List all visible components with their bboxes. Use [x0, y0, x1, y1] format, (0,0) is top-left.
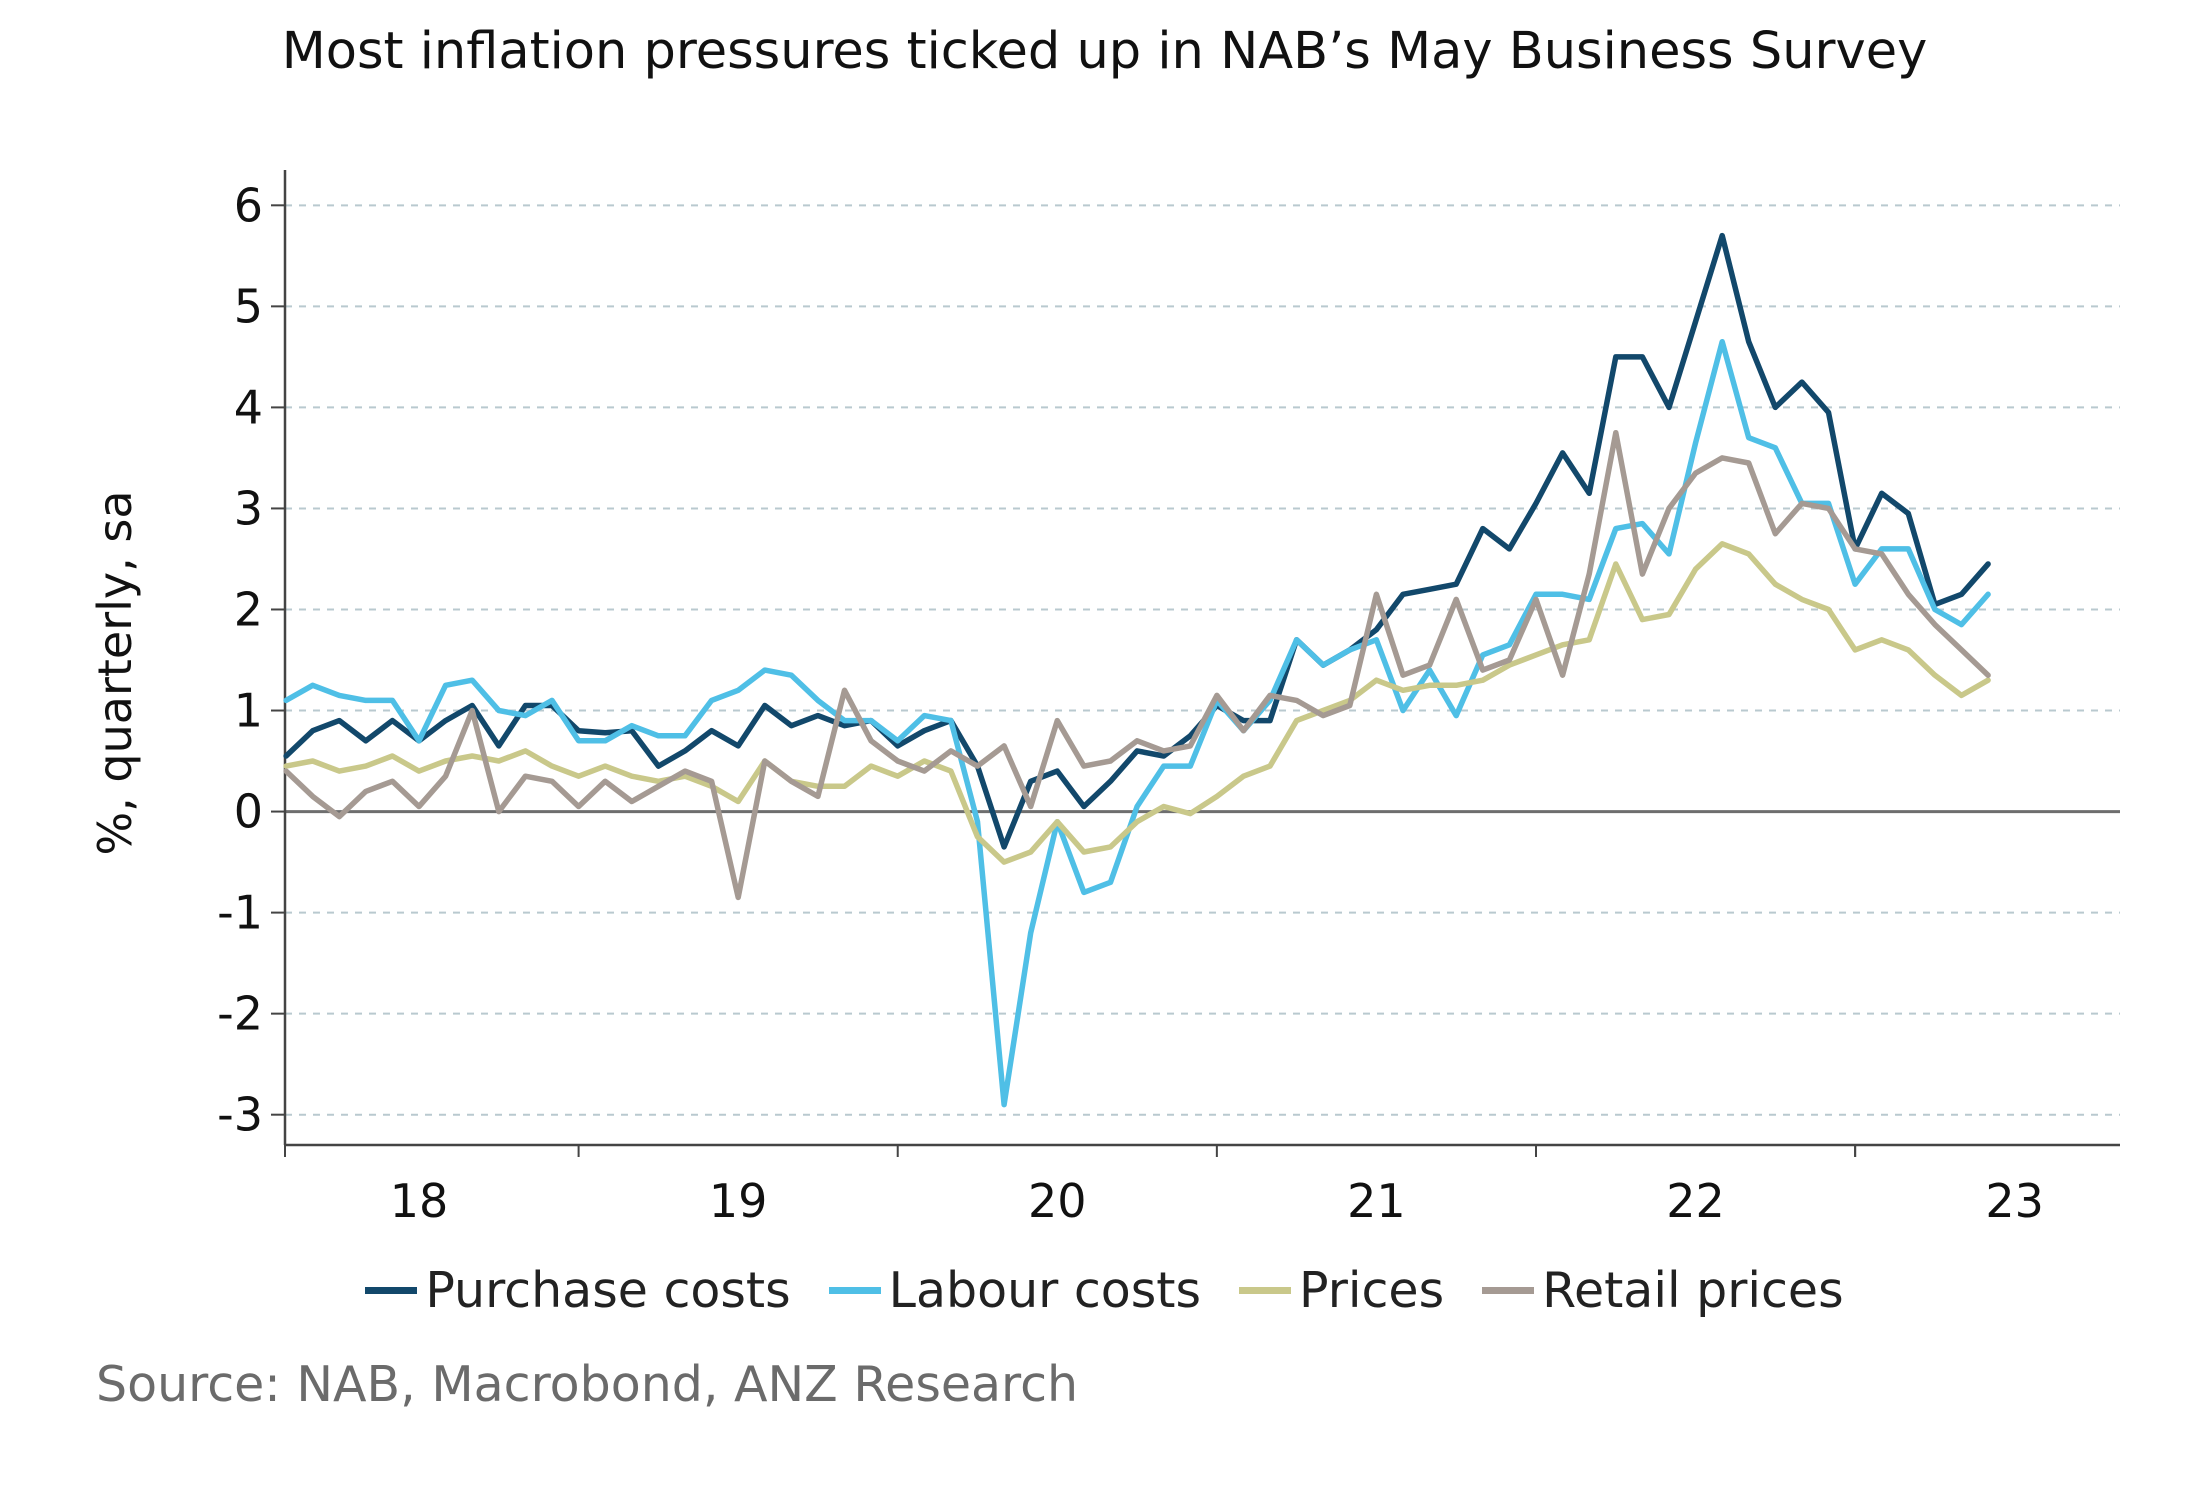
y-tick-label: 0	[234, 785, 263, 839]
x-tick-labels: 18 19 20 21 22 23	[390, 1174, 2044, 1228]
x-tick-label: 22	[1666, 1174, 1725, 1228]
y-tick-label: 5	[234, 279, 263, 333]
y-tick-label: 1	[234, 684, 263, 738]
legend-item: Prices	[1239, 1262, 1444, 1319]
legend-swatch	[828, 1287, 881, 1294]
series-line-purchase-costs	[283, 232, 1991, 850]
x-tick-label: 21	[1347, 1174, 1406, 1228]
y-tick-label: 3	[234, 481, 263, 535]
series-line-retail-prices	[283, 429, 1991, 901]
legend-swatch	[1239, 1287, 1292, 1294]
legend-item: Purchase costs	[365, 1262, 791, 1319]
legend-swatch	[1482, 1287, 1535, 1294]
gridlines	[285, 204, 2120, 1116]
y-tick-label: -2	[217, 987, 263, 1041]
legend-label: Purchase costs	[425, 1262, 791, 1319]
y-tick-label: 6	[234, 178, 263, 232]
x-tick-label: 23	[1985, 1174, 2044, 1228]
legend-label: Retail prices	[1542, 1262, 1844, 1319]
series-lines	[283, 232, 1991, 1108]
chart-title: Most inflation pressures ticked up in NA…	[281, 22, 1928, 81]
series-line-labour-costs	[283, 338, 1991, 1108]
x-tick-label: 20	[1028, 1174, 1087, 1228]
axes	[271, 170, 2120, 1157]
x-tick-label: 19	[709, 1174, 768, 1228]
source-note: Source: NAB, Macrobond, ANZ Research	[96, 1356, 1079, 1413]
legend-item: Labour costs	[828, 1262, 1202, 1319]
legend-item: Retail prices	[1482, 1262, 1844, 1319]
legend-label: Labour costs	[888, 1262, 1202, 1319]
series-line-prices	[283, 541, 1991, 865]
x-tick-label: 18	[390, 1174, 449, 1228]
y-axis-label: %, quarterly, sa	[88, 490, 142, 855]
legend: Purchase costs Labour costs Prices Retail p…	[0, 1262, 2209, 1319]
y-tick-label: -3	[217, 1088, 263, 1142]
y-tick-label: 4	[234, 380, 263, 434]
y-tick-label: 2	[234, 582, 263, 636]
y-tick-label: -1	[217, 886, 263, 940]
legend-swatch	[365, 1287, 418, 1294]
y-tick-labels: 6 5 4 3 2 1 0 -1 -2 -3	[217, 178, 263, 1141]
legend-label: Prices	[1299, 1262, 1445, 1319]
